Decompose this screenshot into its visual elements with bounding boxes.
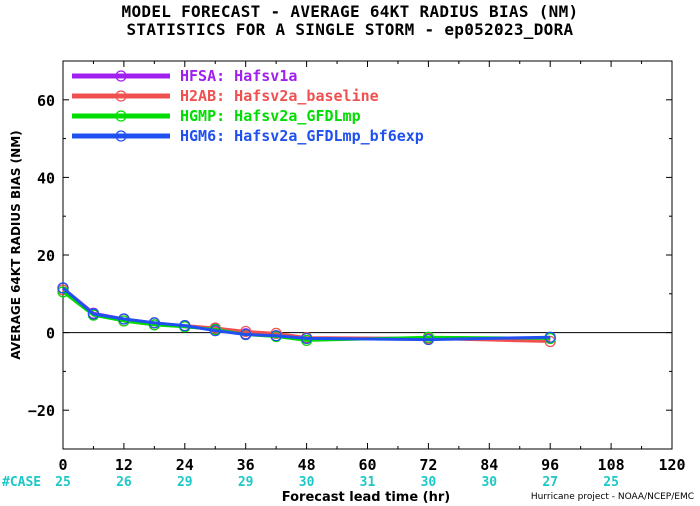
data-point [57,282,69,294]
legend-label: HFSA: Hafsv1a [180,67,297,85]
y-tick-label: 60 [37,92,55,110]
data-point [240,325,252,338]
data-point [240,328,252,341]
x-tick-label: 36 [237,456,255,474]
data-point [544,335,556,348]
x-tick-label: 0 [58,456,67,474]
y-tick-label: −20 [28,402,55,420]
y-tick-label: 40 [37,169,55,187]
data-point [301,332,313,345]
case-count: 26 [116,475,132,490]
legend-label: H2AB: Hafsv2a_baseline [180,87,379,105]
x-tick-label: 72 [419,456,437,474]
case-count: 30 [299,475,315,490]
x-tick-label: 84 [480,456,498,474]
x-tick-label: 108 [598,456,625,474]
x-tick-label: 48 [298,456,316,474]
chart-subtitle: STATISTICS FOR A SINGLE STORM - ep052023… [126,20,574,39]
series-line [62,286,551,340]
y-axis-label: AVERAGE 64KT RADIUS BIAS (NM) [9,130,23,359]
x-axis-label: Forecast lead time (hr) [282,490,450,505]
case-label: #CASE [2,475,41,490]
data-point [544,331,556,343]
data-point [118,313,130,325]
data-point [87,308,100,320]
x-tick-label: 24 [176,456,194,474]
y-tick-label: 0 [46,325,55,343]
legend-marker [115,90,127,102]
series-line [62,286,551,342]
data-point [270,330,282,342]
chart-title: MODEL FORECAST - AVERAGE 64KT RADIUS BIA… [121,2,579,21]
x-tick-label: 120 [658,456,685,474]
case-count: 29 [177,475,193,490]
y-tick-label: 20 [37,247,55,265]
case-count: 29 [238,475,254,490]
legend-label: HGM6: Hafsv2a_GFDLmp_bf6exp [180,127,424,145]
x-tick-label: 96 [541,456,559,474]
case-count: 27 [542,475,558,490]
case-count: 25 [55,475,71,490]
legend-marker [115,70,127,82]
data-point [422,333,434,346]
data-point [179,320,191,332]
credit-text: Hurricane project - NOAA/NCEP/EMC [530,492,694,502]
plot-frame [62,60,673,450]
legend-marker [115,110,127,122]
x-tick-label: 60 [358,456,376,474]
case-count: 31 [360,475,376,490]
case-count: 30 [421,475,437,490]
case-count: 25 [603,475,619,490]
legend-label: HGMP: Hafsv2a_GFDLmp [180,107,361,125]
case-count: 30 [481,475,497,490]
x-tick-label: 12 [115,456,133,474]
legend-marker [115,130,127,142]
data-point [209,325,221,337]
data-point [148,317,160,329]
